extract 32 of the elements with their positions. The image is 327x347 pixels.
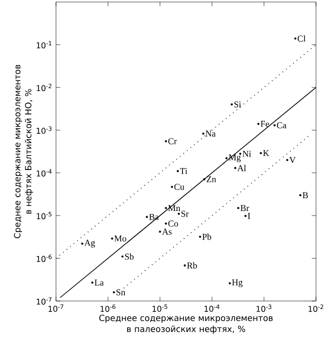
data-label: Sb <box>125 253 134 260</box>
data-label: B <box>302 192 308 198</box>
data-label: Ni <box>242 150 252 157</box>
data-label: V <box>289 156 296 164</box>
data-label: Ba <box>149 214 159 220</box>
data-label: Ti <box>180 168 188 174</box>
data-label: Fe <box>260 120 270 127</box>
data-label: Zn <box>206 176 216 182</box>
data-label: Rb <box>187 262 197 269</box>
data-label: Mo <box>114 236 126 242</box>
data-label: Cr <box>168 138 177 144</box>
data-label: Co <box>168 220 178 227</box>
data-label: Hg <box>232 279 243 288</box>
y-axis-title: Среднее содержание микроэлементов в нефтях Балтийской НО, % <box>14 64 34 238</box>
data-label: Pb <box>202 234 212 240</box>
data-label: Ag <box>84 240 96 248</box>
data-label: Mg <box>228 154 241 162</box>
data-label: Mn <box>168 205 180 211</box>
data-label: K <box>263 150 270 156</box>
data-label: I <box>248 213 250 219</box>
data-label: Al <box>237 164 246 172</box>
data-label: Si <box>234 101 242 108</box>
x-axis-title: Среднее содержание микроэлементов в палеозойских нефтях, % <box>99 314 273 334</box>
data-label: Sn <box>116 289 126 296</box>
data-label: As <box>162 228 172 235</box>
data-label: Na <box>206 130 216 137</box>
data-label: Ca <box>276 122 286 128</box>
data-label: Cu <box>174 184 184 190</box>
data-label: Br <box>240 205 250 212</box>
data-label: Cl <box>298 35 306 42</box>
data-label: La <box>94 280 104 286</box>
data-label: Sr <box>181 210 189 217</box>
